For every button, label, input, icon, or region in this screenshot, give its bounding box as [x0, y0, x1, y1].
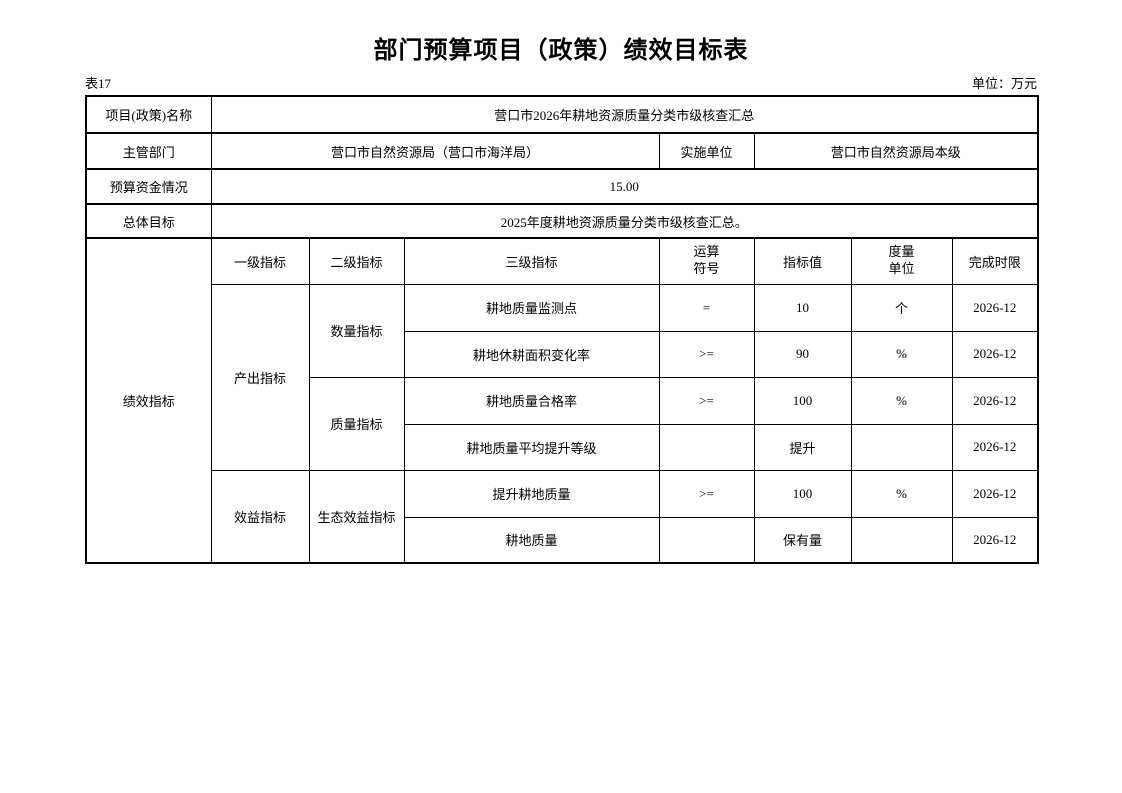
indicator-row: 产出指标 数量指标 耕地质量监测点 = 10 个 2026-12	[86, 283, 1039, 471]
indicator-unit	[850, 423, 953, 471]
budget-label: 预算资金情况	[85, 168, 212, 205]
table-number: 表17	[85, 76, 112, 91]
indicator-row: 耕地质量 保有量 2026-12	[86, 516, 1039, 564]
indicator-unit: %	[850, 330, 953, 378]
indicator-operator: >=	[658, 376, 755, 425]
level1-output-indicator: 产出指标	[210, 283, 310, 471]
overall-goal-label: 总体目标	[85, 203, 212, 239]
project-name-row: 项目(政策)名称 营口市2026年耕地资源质量分类市级核查汇总	[85, 95, 1039, 134]
indicator-operator: >=	[658, 330, 755, 378]
header-level3: 三级指标	[403, 237, 660, 285]
indicator-value: 100	[753, 376, 852, 425]
project-name-label: 项目(政策)名称	[85, 95, 212, 134]
performance-target-table: 项目(政策)名称 营口市2026年耕地资源质量分类市级核查汇总 主管部门 营口市…	[85, 95, 1040, 564]
level2-quality-indicator: 质量指标	[308, 376, 405, 471]
indicator-row: 耕地休耕面积变化率 >= 90 % 2026-12	[86, 330, 1039, 378]
section-label-performance-indicators: 绩效指标	[85, 237, 212, 564]
indicator-name: 提升耕地质量	[403, 469, 660, 518]
indicator-deadline: 2026-12	[951, 330, 1039, 378]
indicator-value: 保有量	[753, 516, 852, 564]
indicator-name: 耕地质量平均提升等级	[403, 423, 660, 471]
indicator-operator	[658, 423, 755, 471]
header-value: 指标值	[753, 237, 852, 285]
unit-note: 单位：万元	[971, 76, 1037, 91]
header-deadline: 完成时限	[951, 237, 1039, 285]
indicator-value: 90	[753, 330, 852, 378]
impl-unit-label: 实施单位	[658, 132, 755, 170]
indicator-name: 耕地质量监测点	[403, 283, 660, 332]
header-level2: 二级指标	[308, 237, 405, 285]
level1-benefit-indicator: 效益指标	[210, 469, 310, 564]
indicator-unit: %	[850, 376, 953, 425]
indicator-name: 耕地质量合格率	[403, 376, 660, 425]
indicator-value: 10	[753, 283, 852, 332]
indicator-value: 100	[753, 469, 852, 518]
dept-value: 营口市自然资源局（营口市海洋局）	[210, 132, 660, 170]
overall-goal-row: 总体目标 2025年度耕地资源质量分类市级核查汇总。	[85, 203, 1039, 239]
level2-eco-benefit-indicator: 生态效益指标	[308, 469, 405, 564]
page-title: 部门预算项目（政策）绩效目标表	[373, 38, 749, 64]
overall-goal-value: 2025年度耕地资源质量分类市级核查汇总。	[210, 203, 1039, 239]
level2-quantity-indicator: 数量指标	[308, 283, 405, 378]
indicator-row: 效益指标 生态效益指标 提升耕地质量 >= 100 % 2026-12	[86, 469, 1039, 564]
impl-unit-value: 营口市自然资源局本级	[753, 132, 1039, 170]
indicator-operator: =	[658, 283, 755, 332]
indicator-deadline: 2026-12	[951, 283, 1039, 332]
indicator-deadline: 2026-12	[951, 469, 1039, 518]
indicator-unit: 个	[850, 283, 953, 332]
indicator-deadline: 2026-12	[951, 376, 1039, 425]
indicator-unit	[850, 516, 953, 564]
header-unit-text: 度量单位	[888, 244, 915, 277]
indicator-operator: >=	[658, 469, 755, 518]
indicator-value: 提升	[753, 423, 852, 471]
budget-value: 15.00	[210, 168, 1039, 205]
department-row: 主管部门 营口市自然资源局（营口市海洋局） 实施单位 营口市自然资源局本级	[85, 132, 1039, 170]
indicator-header-row: 绩效指标 一级指标 二级指标 三级指标 运算符号 指标值 度量单位 完成时限	[85, 237, 1039, 564]
dept-label: 主管部门	[85, 132, 212, 170]
indicator-name: 耕地休耕面积变化率	[403, 330, 660, 378]
project-name-value: 营口市2026年耕地资源质量分类市级核查汇总	[210, 95, 1039, 134]
indicator-operator	[658, 516, 755, 564]
header-operator-text: 运算符号	[693, 244, 720, 277]
header-operator: 运算符号	[658, 237, 755, 285]
indicator-deadline: 2026-12	[951, 423, 1039, 471]
meta-row: 表17 单位：万元	[85, 73, 1037, 92]
header-unit: 度量单位	[850, 237, 953, 285]
header-level1: 一级指标	[210, 237, 310, 285]
indicator-name: 耕地质量	[403, 516, 660, 564]
budget-row: 预算资金情况 15.00	[85, 168, 1039, 205]
indicator-unit: %	[850, 469, 953, 518]
indicator-deadline: 2026-12	[951, 516, 1039, 564]
indicator-row: 质量指标 耕地质量合格率 >= 100 % 2026-12	[86, 376, 1039, 471]
